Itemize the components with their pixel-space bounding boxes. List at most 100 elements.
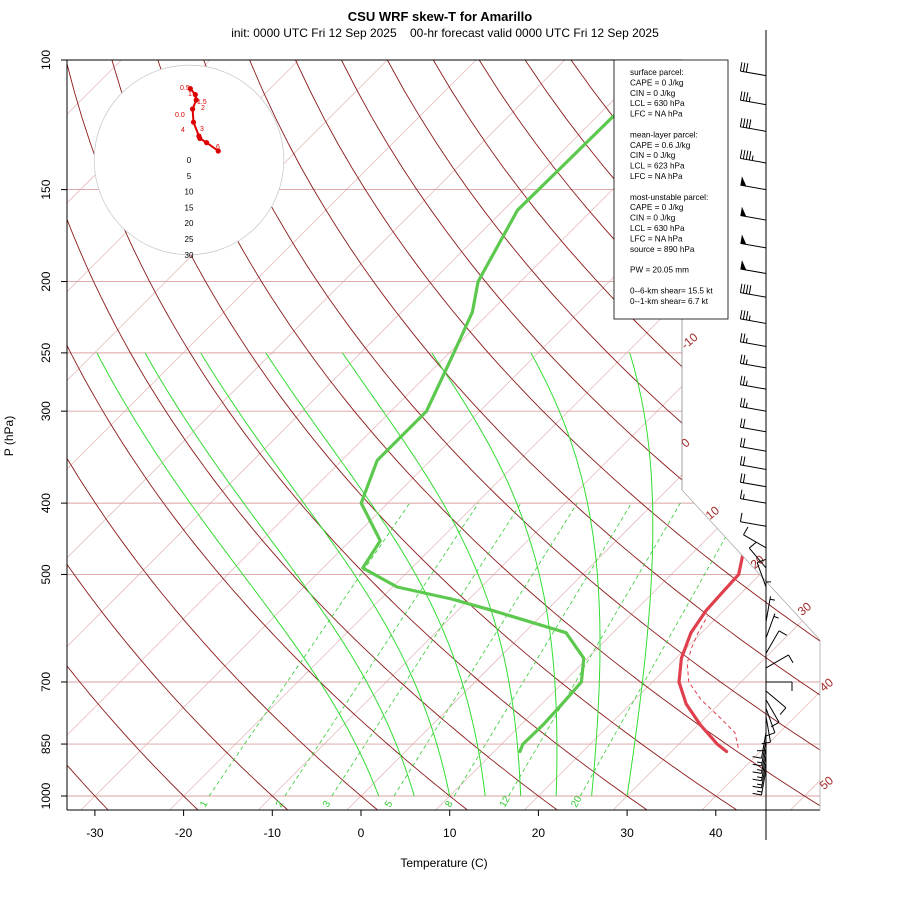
legend-line: LCL = 630 hPa (630, 224, 685, 233)
chart-subtitle: init: 0000 UTC Fri 12 Sep 2025 00-hr for… (231, 26, 659, 40)
moist-adiabat (431, 352, 558, 797)
mixing-ratio-lines (208, 502, 745, 797)
y-tick-label: 200 (39, 271, 53, 291)
dry-adiabat (295, 60, 820, 810)
wind-barb (739, 437, 767, 452)
y-tick-label: 150 (39, 179, 53, 199)
wind-barb-flag (739, 91, 743, 101)
wind-barb (739, 309, 767, 324)
wind-barb-staff (743, 534, 767, 549)
wind-barb (739, 91, 767, 106)
slant-boundary (681, 489, 821, 641)
wind-barb-flag (752, 785, 762, 789)
wind-barb-pennant (740, 260, 747, 270)
dry-adiabat (157, 60, 820, 810)
hodograph-height-label: 4 (181, 127, 185, 134)
legend-line: CAPE = 0.6 J/kg (630, 141, 691, 150)
x-tick-label: 0 (358, 826, 365, 840)
hodograph-point (215, 148, 221, 154)
wind-barb (765, 690, 787, 715)
y-tick-label: 250 (39, 343, 53, 363)
isotherm-line (67, 60, 566, 810)
wind-barb (765, 578, 771, 605)
legend-box (613, 59, 729, 320)
wind-barb-staff (740, 70, 767, 77)
wind-barb-flag (788, 654, 794, 664)
wind-barb-flag (742, 118, 746, 128)
hodograph-point (187, 86, 193, 92)
wind-barb-flag (745, 63, 749, 73)
x-tick-label: -30 (86, 826, 104, 840)
wind-barb (740, 234, 767, 249)
dry-adiabat (754, 60, 820, 810)
wind-barb-flag (748, 541, 757, 549)
wind-barb-flag (739, 437, 743, 447)
isotherm-label: 20 (748, 552, 767, 572)
x-axis: -30 -20 -10 0 10 20 30 40 (86, 810, 723, 840)
wind-barb-flag (748, 285, 752, 295)
wind-barb-flag (752, 778, 762, 782)
wind-barb-staff (765, 630, 780, 654)
dry-adiabat (892, 60, 900, 812)
wind-barb-half-flag (742, 494, 745, 500)
moist-adiabat (96, 352, 380, 797)
wind-barb-staff (765, 708, 776, 733)
wind-barb-half-flag (756, 776, 763, 779)
wind-barb-half-flag (745, 337, 748, 344)
mixing-ratio-line (508, 502, 681, 797)
dry-adiabat (67, 60, 650, 810)
wind-barb (748, 541, 767, 569)
isotherm-line (788, 60, 820, 810)
wind-barb-flag (745, 150, 749, 160)
wind-barb (739, 117, 767, 132)
wind-barb (739, 397, 767, 412)
hodograph-ring-label: 15 (185, 203, 194, 212)
mixing-ratio-label: 1 (198, 799, 211, 810)
mixing-ratio-label: 5 (383, 799, 396, 810)
wind-barb-flag (752, 792, 762, 796)
isotherm-label: 10 (703, 503, 722, 523)
wind-barb-half-flag (745, 402, 748, 408)
isotherm-line (67, 60, 477, 810)
mixing-ratio-label: 3 (321, 799, 334, 810)
wind-barb-flag (742, 91, 746, 101)
legend-line: 0--6-km shear= 15.5 kt (630, 286, 713, 295)
y-tick-label: 700 (39, 672, 53, 692)
wind-barb (756, 558, 767, 588)
y-tick-label: 850 (39, 734, 53, 754)
isotherm-line (256, 60, 820, 810)
y-axis-label: P (hPa) (2, 416, 16, 456)
wind-barb-staff (740, 464, 767, 470)
wind-barb-flag (742, 62, 746, 72)
mixing-ratio-label: 2 (274, 799, 287, 810)
wind-barb-staff (765, 596, 772, 622)
wind-barb-half-flag (756, 790, 763, 793)
wind-barb-half-flag (769, 598, 776, 601)
mixing-ratio-line (208, 502, 410, 797)
wind-barb-flag (748, 151, 752, 161)
wind-barb-flag (752, 763, 762, 767)
wind-barb (739, 149, 767, 164)
legend-line: LCL = 630 hPa (630, 99, 685, 108)
wind-barb (765, 596, 776, 622)
wind-barb-staff (740, 426, 767, 433)
wind-barb (739, 455, 767, 470)
x-axis-label: Temperature (C) (400, 856, 487, 870)
hodograph-point (203, 140, 210, 146)
hodograph-ring (93, 64, 285, 256)
wind-barb-flag (742, 333, 746, 343)
wind-barb-flag (739, 62, 743, 72)
x-tick-label: -10 (264, 826, 282, 840)
wind-barb-flag (742, 398, 746, 408)
wind-barb (752, 769, 767, 796)
dry-adiabat (67, 60, 110, 810)
wind-barb-flag (739, 455, 743, 466)
wind-barb-flag (742, 438, 746, 448)
wind-barb-flag (739, 512, 743, 522)
hodograph-height-label: 1.5 (197, 99, 207, 106)
dry-adiabat (708, 60, 820, 810)
mixing-ratio-line (331, 502, 522, 797)
wind-barb-flag (742, 456, 746, 466)
wind-barb-staff (760, 769, 767, 796)
dewpoint-profile (359, 74, 659, 754)
